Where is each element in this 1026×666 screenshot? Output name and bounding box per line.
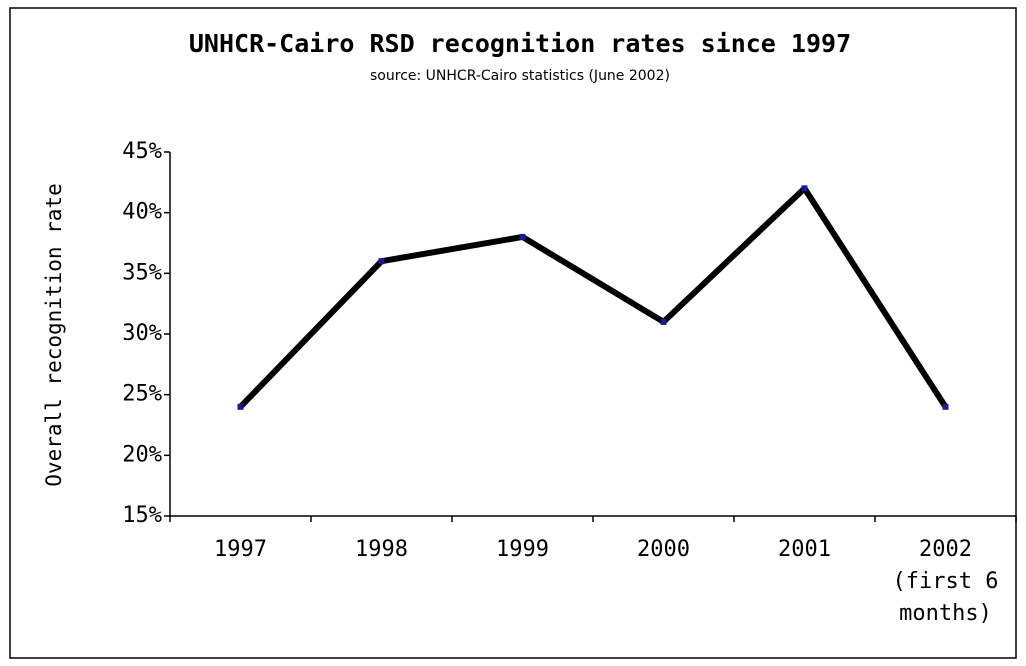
- y-tick-label: 45%: [122, 139, 162, 164]
- x-tick-label: 1999: [496, 537, 549, 562]
- x-tick-label: 2002 (first 6 months): [892, 537, 999, 626]
- point: [519, 233, 526, 240]
- line-series: [238, 185, 949, 409]
- y-tick-label: 40%: [122, 200, 162, 225]
- y-tick-label: 35%: [122, 260, 162, 285]
- y-axis-label: Overall recognition rate: [42, 183, 66, 486]
- point: [660, 318, 667, 325]
- chart-border: [9, 7, 1017, 659]
- y-tick-label: 30%: [122, 321, 162, 346]
- chart-subtitle: source: UNHCR-Cairo statistics (June 200…: [370, 68, 670, 84]
- x-tick-label: 2000: [637, 537, 690, 562]
- point: [801, 185, 808, 192]
- x-tick-label: 1998: [355, 537, 408, 562]
- point: [237, 403, 244, 410]
- y-tick-label: 20%: [122, 442, 162, 467]
- x-tick-label: 1997: [214, 537, 267, 562]
- chart-title: UNHCR-Cairo RSD recognition rates since …: [189, 29, 851, 58]
- x-tick-label: 2001: [778, 537, 831, 562]
- y-tick-label: 25%: [122, 382, 162, 407]
- y-tick-label: 15%: [122, 503, 162, 528]
- point: [942, 403, 949, 410]
- point: [378, 258, 385, 265]
